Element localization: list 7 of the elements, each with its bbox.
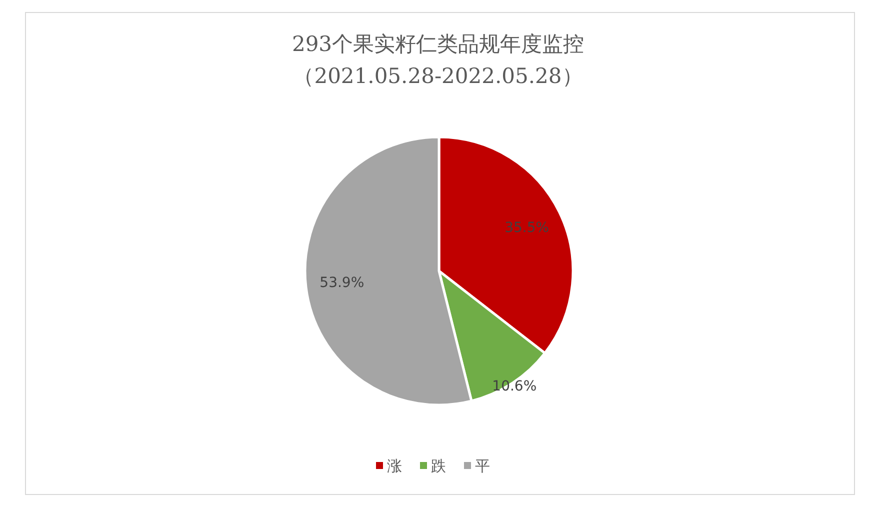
legend-label: 涨 [387, 457, 402, 475]
legend-label: 跌 [431, 457, 446, 475]
legend-label: 平 [475, 457, 490, 475]
chart-subtitle: （2021.05.28-2022.05.28） [293, 64, 583, 88]
data-label: 35.5% [504, 220, 550, 236]
data-label: 53.9% [320, 274, 364, 291]
chart-title: 293个果实籽仁类品规年度监控 [292, 32, 584, 56]
